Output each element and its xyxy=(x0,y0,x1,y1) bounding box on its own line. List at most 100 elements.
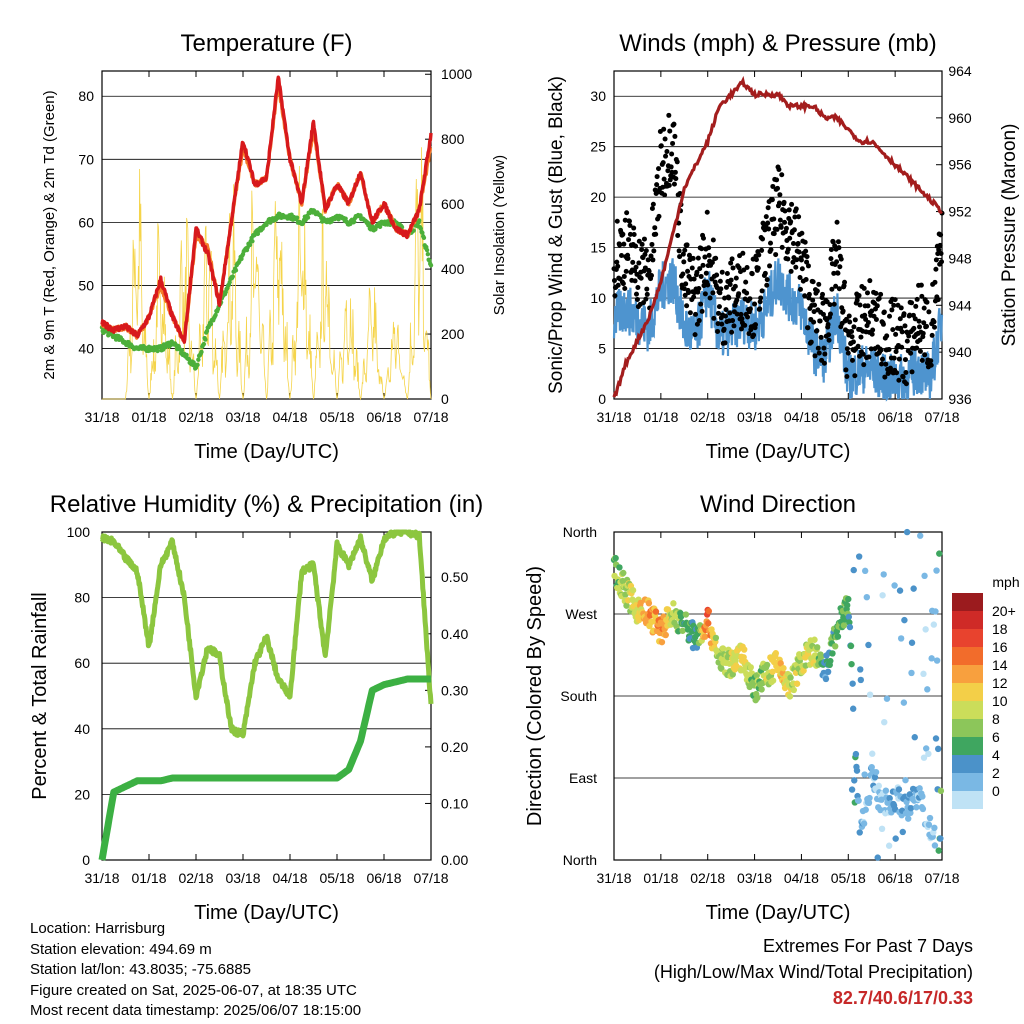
gust-point xyxy=(740,250,746,256)
gust-point xyxy=(782,219,788,225)
x-tick-label: 05/18 xyxy=(831,870,866,886)
dewpoint-point xyxy=(203,337,208,342)
gust-point xyxy=(788,268,794,274)
gust-point xyxy=(644,286,650,292)
legend-swatch xyxy=(952,791,983,809)
direction-point xyxy=(891,582,898,589)
gust-point xyxy=(831,270,837,276)
direction-point xyxy=(892,835,899,842)
direction-point xyxy=(679,627,686,634)
gust-point xyxy=(672,169,678,175)
gust-point xyxy=(724,271,730,277)
gust-point xyxy=(817,318,823,324)
gust-point xyxy=(928,362,934,368)
gust-point xyxy=(852,317,858,323)
gust-point xyxy=(917,348,923,354)
direction-point xyxy=(780,664,787,672)
gust-point xyxy=(757,299,763,305)
x-tick-label: 07/18 xyxy=(413,409,448,425)
gust-point xyxy=(844,373,850,379)
gust-point xyxy=(743,279,749,285)
direction-point xyxy=(787,674,794,681)
gust-point xyxy=(812,353,818,359)
legend-label: 6 xyxy=(992,729,1000,745)
gust-point xyxy=(767,263,773,269)
gust-point xyxy=(706,245,712,251)
direction-point xyxy=(932,608,939,615)
legend-label: 12 xyxy=(992,675,1008,691)
gust-point xyxy=(713,255,719,261)
dewpoint-point xyxy=(199,349,204,355)
gust-point xyxy=(829,286,835,292)
gust-point xyxy=(857,302,863,308)
legend-label: 14 xyxy=(992,657,1008,673)
gust-point xyxy=(909,300,915,306)
gust-point xyxy=(728,260,734,266)
gust-point xyxy=(837,264,843,270)
gust-point xyxy=(917,324,923,330)
gust-point xyxy=(770,183,776,189)
gust-point xyxy=(933,257,939,263)
gust-point xyxy=(705,282,711,288)
gust-point xyxy=(682,247,688,253)
gust-point xyxy=(734,297,740,303)
gust-point xyxy=(929,332,935,338)
gust-point xyxy=(850,357,856,363)
gust-point xyxy=(932,324,938,330)
gust-point xyxy=(914,296,920,302)
gust-point xyxy=(873,316,879,322)
y-tick-label: 20 xyxy=(590,189,606,205)
x-tick-label: 06/18 xyxy=(366,870,401,886)
gust-point xyxy=(790,259,796,265)
gust-point xyxy=(831,301,837,307)
gust-point xyxy=(820,311,826,317)
gust-point xyxy=(926,309,932,315)
gust-point xyxy=(641,300,647,306)
gust-point xyxy=(921,320,927,326)
gust-point xyxy=(702,291,708,297)
gust-point xyxy=(661,126,667,132)
gust-point xyxy=(641,236,647,242)
gust-point xyxy=(759,288,765,294)
gust-point xyxy=(928,358,934,364)
gust-point xyxy=(626,218,632,224)
direction-point xyxy=(875,782,882,790)
gust-point xyxy=(711,315,717,321)
gust-point xyxy=(858,334,864,340)
gust-point xyxy=(620,231,626,237)
y2-tick-label: 956 xyxy=(948,157,972,173)
y2-tick-label: 952 xyxy=(948,204,972,220)
gust-point xyxy=(890,327,896,333)
gust-point xyxy=(722,295,728,301)
gust-point xyxy=(894,370,900,376)
gust-point xyxy=(889,307,895,313)
gust-point xyxy=(860,351,866,357)
gust-point xyxy=(864,290,870,296)
direction-point xyxy=(907,804,915,812)
gust-point xyxy=(834,219,840,225)
gust-point xyxy=(900,374,906,380)
gust-point xyxy=(781,199,787,205)
extremes-box: Extremes For Past 7 Days (High/Low/Max W… xyxy=(654,933,973,1011)
gust-point xyxy=(775,185,781,191)
gust-point xyxy=(692,332,698,338)
x-tick-label: 02/18 xyxy=(178,409,213,425)
elevation-text: Station elevation: 494.69 m xyxy=(30,940,212,958)
dewpoint-point xyxy=(204,328,210,334)
direction-point xyxy=(924,686,931,693)
y2-tick-label: 940 xyxy=(948,344,972,360)
x-tick-label: 07/18 xyxy=(924,870,959,886)
direction-point xyxy=(903,528,911,536)
gust-point xyxy=(933,266,939,272)
y-tick-label: 80 xyxy=(74,590,90,606)
direction-point xyxy=(905,815,912,822)
gust-point xyxy=(785,256,791,262)
direction-point xyxy=(881,718,888,726)
gust-point xyxy=(646,268,652,274)
direction-point xyxy=(629,587,637,594)
y2-tick-label: 800 xyxy=(441,131,465,147)
y-tick-label: North xyxy=(563,852,597,868)
y-tick-label: West xyxy=(565,606,597,622)
gust-point xyxy=(649,241,655,247)
direction-point xyxy=(848,786,856,793)
